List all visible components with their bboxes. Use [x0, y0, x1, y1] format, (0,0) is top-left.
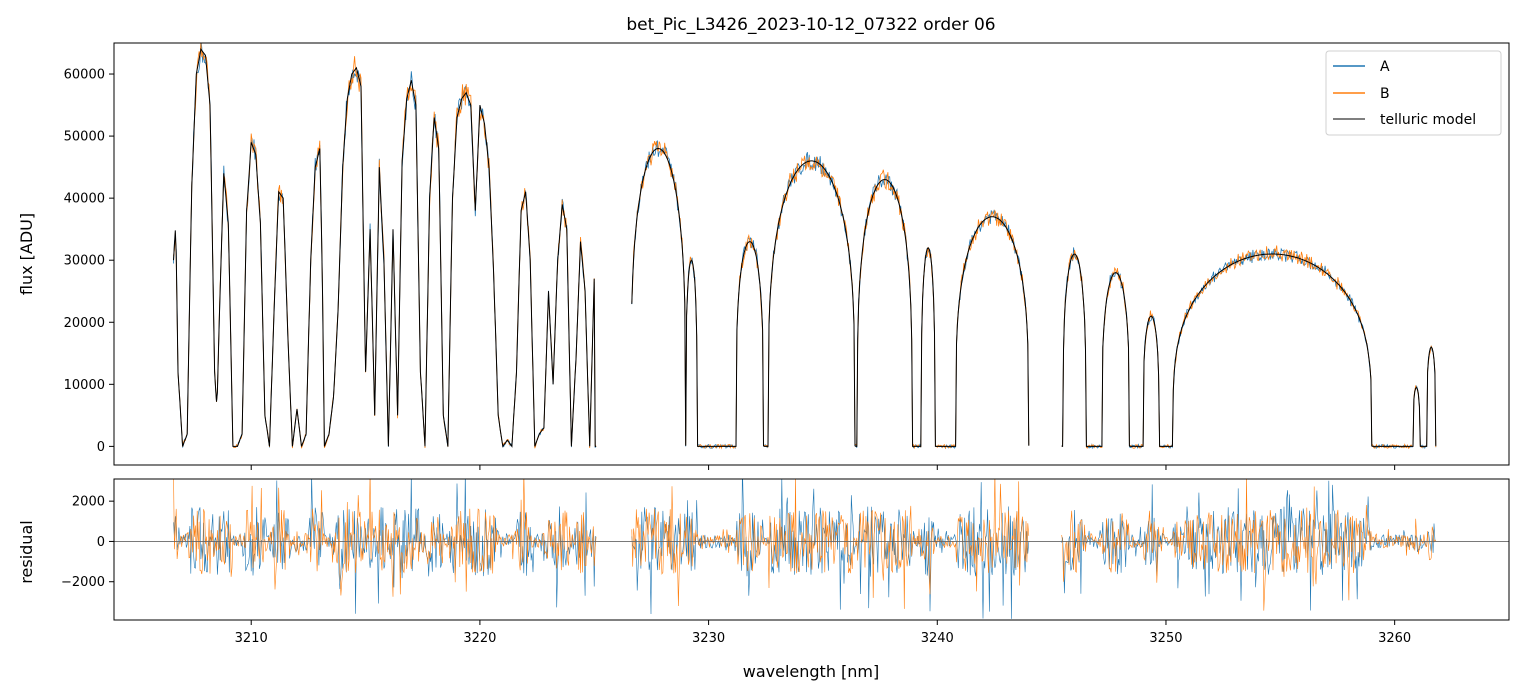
- residual-x-tick-label: 3260: [1378, 631, 1411, 646]
- residual-axes-frame: [113, 478, 1510, 621]
- residual-x-tick-label: 3240: [921, 631, 954, 646]
- flux-y-tick-label: 20000: [64, 316, 105, 331]
- flux-y-axis-label: flux [ADU]: [17, 213, 36, 295]
- residual-b-line: [173, 479, 1437, 611]
- legend-label-a: A: [1380, 59, 1390, 75]
- residual-x-tick-label: 3220: [463, 631, 496, 646]
- chart-title: bet_Pic_L3426_2023-10-12_07322 order 06: [626, 15, 995, 35]
- residual-y-tick-label: −2000: [61, 575, 105, 590]
- flux-y-tick-label: 0: [97, 440, 105, 455]
- flux-plot-area: [173, 43, 1437, 450]
- flux-y-tick-label: 50000: [64, 130, 105, 145]
- residual-x-tick-label: 3250: [1149, 631, 1182, 646]
- residual-x-ticks: 3210 3220 3230 3240 3250 3260: [235, 620, 1411, 646]
- residual-y-axis-label: residual: [17, 520, 36, 583]
- legend-label-b: B: [1380, 86, 1390, 102]
- flux-x-ticks: [250, 465, 1396, 470]
- flux-y-tick-label: 60000: [64, 68, 105, 83]
- flux-y-tick-label: 10000: [64, 378, 105, 393]
- flux-panel: 0 10000 20000 30000 40000 50000 60000 flux [AD…: [17, 42, 1510, 470]
- residual-y-tick-label: 2000: [72, 495, 105, 510]
- flux-y-tick-label: 40000: [64, 192, 105, 207]
- x-axis-label: wavelength [nm]: [743, 662, 880, 681]
- flux-axes-frame: [113, 42, 1510, 466]
- residual-panel: −2000 0 2000 3210 3220 3230 3240 3250 3260 resi…: [17, 478, 1510, 681]
- legend-box: [1325, 50, 1502, 136]
- residual-x-tick-label: 3230: [692, 631, 725, 646]
- flux-y-ticks: 0 10000 20000 30000 40000 50000 60000: [64, 68, 114, 455]
- residual-x-tick-label: 3210: [235, 631, 268, 646]
- residual-y-tick-label: 0: [97, 535, 105, 550]
- flux-y-tick-label: 30000: [64, 254, 105, 269]
- residual-plot-area: [114, 479, 1509, 619]
- legend: A B telluric model: [1325, 50, 1502, 136]
- legend-label-telluric-model: telluric model: [1380, 112, 1476, 128]
- residual-y-ticks: −2000 0 2000: [61, 495, 114, 590]
- telluric-model-line: [173, 47, 1437, 448]
